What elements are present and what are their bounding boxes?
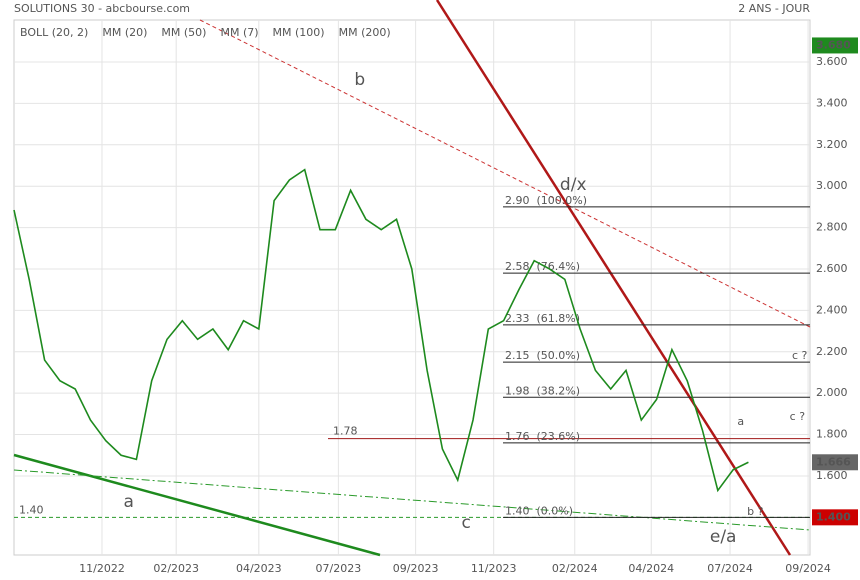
fib-label: 2.58 (76.4%) bbox=[505, 260, 580, 273]
legend-entry: MM (200) bbox=[339, 26, 391, 39]
wave-label: b bbox=[354, 70, 365, 90]
legend-entry: MM (20) bbox=[102, 26, 147, 39]
x-tick-label: 07/2024 bbox=[707, 562, 753, 575]
trend-line bbox=[13, 453, 381, 557]
price-badge-label: 1.400 bbox=[816, 510, 851, 523]
price-badge-label: 1.666 bbox=[816, 455, 851, 468]
y-tick-label: 2.200 bbox=[816, 345, 848, 358]
fib-label: 2.33 (61.8%) bbox=[505, 312, 580, 325]
x-tick-label: 11/2022 bbox=[79, 562, 125, 575]
x-tick-label: 04/2023 bbox=[236, 562, 282, 575]
x-tick-label: 02/2024 bbox=[552, 562, 598, 575]
y-tick-label: 1.600 bbox=[816, 469, 848, 482]
wave-label: e/a bbox=[710, 527, 737, 547]
trend-lines bbox=[13, 0, 811, 557]
trend-line bbox=[13, 469, 811, 531]
chart-title: SOLUTIONS 30 - abcbourse.com bbox=[14, 2, 190, 15]
fib-label: 1.98 (38.2%) bbox=[505, 384, 580, 397]
y-tick-label: 3.000 bbox=[816, 179, 848, 192]
legend-entry: BOLL (20, 2) bbox=[20, 26, 88, 39]
price-badge bbox=[812, 37, 858, 54]
x-tick-label: 04/2024 bbox=[628, 562, 674, 575]
level-label: 1.78 bbox=[333, 425, 358, 438]
price-badge bbox=[812, 509, 858, 526]
plot-area bbox=[13, 19, 811, 556]
wave-label: d/x bbox=[560, 175, 587, 195]
y-tick-label: 2.800 bbox=[816, 221, 848, 234]
wave-label: b ? bbox=[747, 505, 763, 518]
y-tick-label: 2.600 bbox=[816, 262, 848, 275]
legend-entry: MM (100) bbox=[273, 26, 325, 39]
x-tick-label: 07/2023 bbox=[316, 562, 362, 575]
legend: BOLL (20, 2) MM (20) MM (50) MM (7) MM (100)… bbox=[20, 26, 391, 39]
trend-line bbox=[435, 0, 792, 556]
x-tick-label: 09/2023 bbox=[393, 562, 439, 575]
x-tick-label: 02/2023 bbox=[153, 562, 199, 575]
price-line bbox=[13, 168, 749, 493]
fib-label: 1.40 (0.0%) bbox=[505, 504, 573, 517]
trend-line bbox=[199, 19, 811, 328]
legend-entry: MM (50) bbox=[161, 26, 206, 39]
wave-label: c ? bbox=[790, 410, 806, 423]
price-badge-label: 3.680 bbox=[816, 38, 851, 51]
fib-label: 2.90 (100.0%) bbox=[505, 194, 587, 207]
x-tick-label: 09/2024 bbox=[785, 562, 831, 575]
x-tick-label: 11/2023 bbox=[471, 562, 517, 575]
price-badge bbox=[812, 454, 858, 471]
y-tick-label: 1.800 bbox=[816, 428, 848, 441]
fib-label: 2.15 (50.0%) bbox=[505, 349, 580, 362]
fib-label: 1.76 (23.6%) bbox=[505, 430, 580, 443]
wave-label: a bbox=[737, 415, 744, 428]
y-tick-label: 3.400 bbox=[816, 96, 848, 109]
y-tick-label: 2.400 bbox=[816, 303, 848, 316]
level-label: 1.40 bbox=[19, 503, 44, 516]
y-tick-label: 3.600 bbox=[816, 55, 848, 68]
wave-label: c ? bbox=[792, 349, 808, 362]
wave-label: c bbox=[461, 513, 470, 533]
y-tick-label: 3.200 bbox=[816, 138, 848, 151]
grid bbox=[14, 20, 810, 555]
chart-subtitle: 2 ANS - JOUR bbox=[738, 2, 810, 15]
legend-entry: MM (7) bbox=[220, 26, 258, 39]
y-tick-label: 2.000 bbox=[816, 386, 848, 399]
wave-label: a bbox=[124, 492, 134, 512]
